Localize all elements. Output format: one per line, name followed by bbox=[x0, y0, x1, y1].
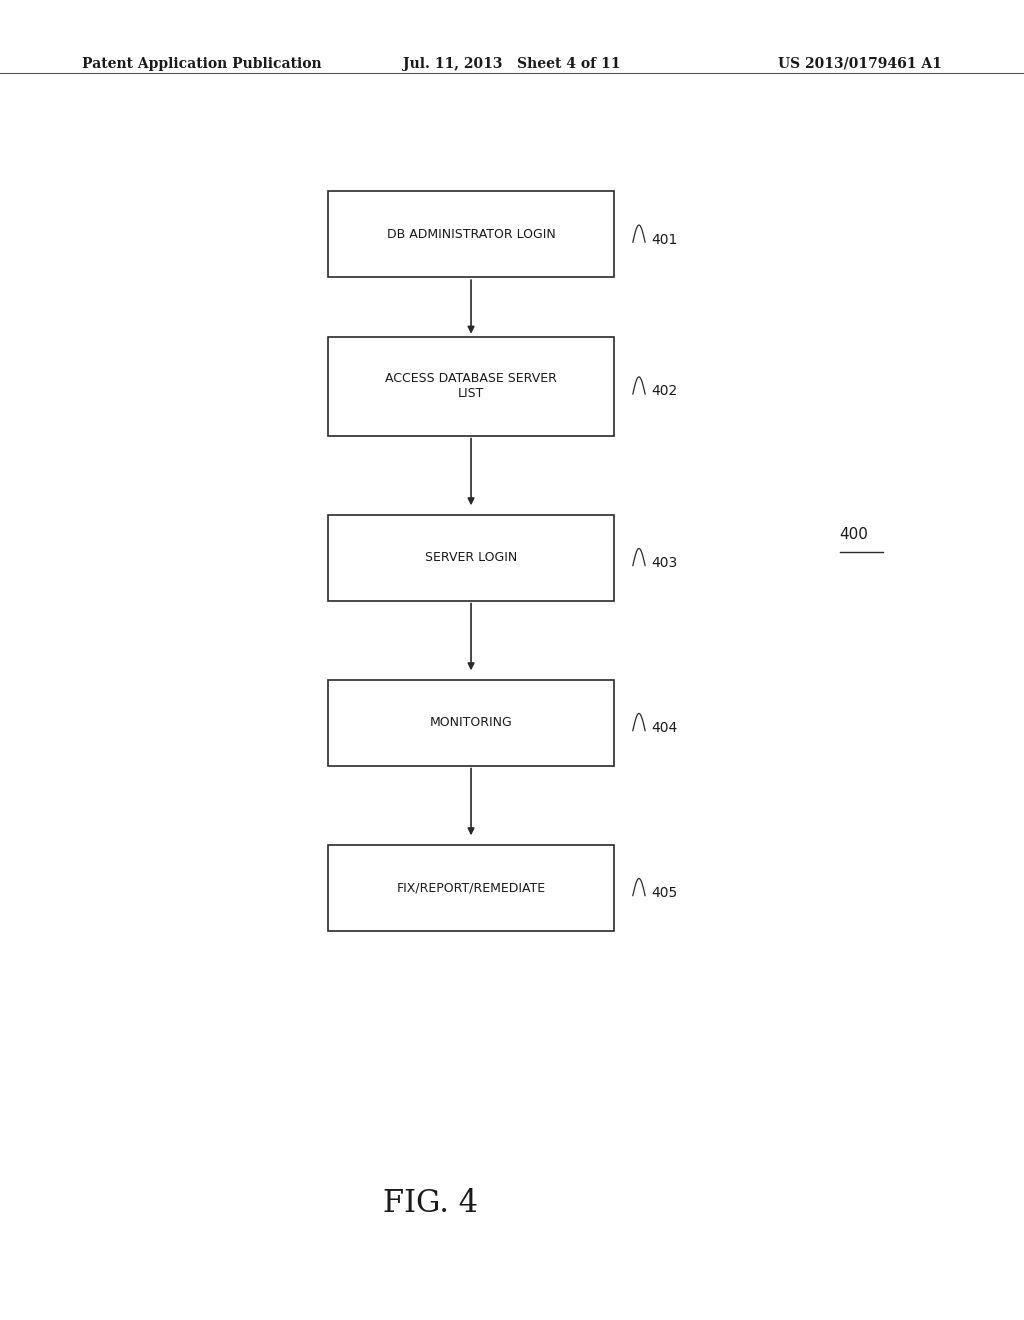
Text: Jul. 11, 2013   Sheet 4 of 11: Jul. 11, 2013 Sheet 4 of 11 bbox=[403, 57, 621, 71]
Text: 402: 402 bbox=[651, 384, 678, 399]
Text: MONITORING: MONITORING bbox=[430, 717, 512, 729]
Text: 400: 400 bbox=[840, 527, 868, 543]
Text: 401: 401 bbox=[651, 232, 678, 247]
Text: FIX/REPORT/REMEDIATE: FIX/REPORT/REMEDIATE bbox=[396, 882, 546, 894]
Text: 404: 404 bbox=[651, 721, 678, 735]
Text: Patent Application Publication: Patent Application Publication bbox=[82, 57, 322, 71]
Text: US 2013/0179461 A1: US 2013/0179461 A1 bbox=[778, 57, 942, 71]
FancyBboxPatch shape bbox=[328, 191, 614, 277]
Text: FIG. 4: FIG. 4 bbox=[383, 1188, 477, 1220]
Text: DB ADMINISTRATOR LOGIN: DB ADMINISTRATOR LOGIN bbox=[387, 228, 555, 240]
Text: 403: 403 bbox=[651, 556, 678, 570]
Text: ACCESS DATABASE SERVER
LIST: ACCESS DATABASE SERVER LIST bbox=[385, 372, 557, 400]
FancyBboxPatch shape bbox=[328, 680, 614, 766]
FancyBboxPatch shape bbox=[328, 515, 614, 601]
Text: SERVER LOGIN: SERVER LOGIN bbox=[425, 552, 517, 564]
FancyBboxPatch shape bbox=[328, 845, 614, 931]
FancyBboxPatch shape bbox=[328, 337, 614, 436]
Text: 405: 405 bbox=[651, 886, 678, 900]
